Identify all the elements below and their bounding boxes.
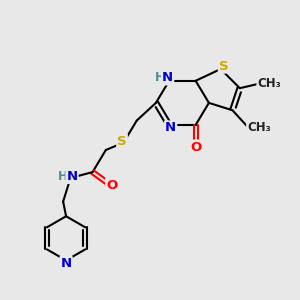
- Text: N: N: [61, 257, 72, 270]
- Text: O: O: [190, 141, 201, 154]
- Text: N: N: [165, 122, 176, 134]
- Text: O: O: [106, 179, 117, 192]
- Text: H: H: [155, 71, 165, 84]
- Text: N: N: [162, 71, 173, 84]
- Text: CH₃: CH₃: [247, 122, 271, 134]
- Text: S: S: [117, 135, 127, 148]
- Text: H: H: [58, 170, 68, 183]
- Text: CH₃: CH₃: [257, 77, 281, 90]
- Text: S: S: [219, 60, 228, 73]
- Text: N: N: [66, 170, 77, 183]
